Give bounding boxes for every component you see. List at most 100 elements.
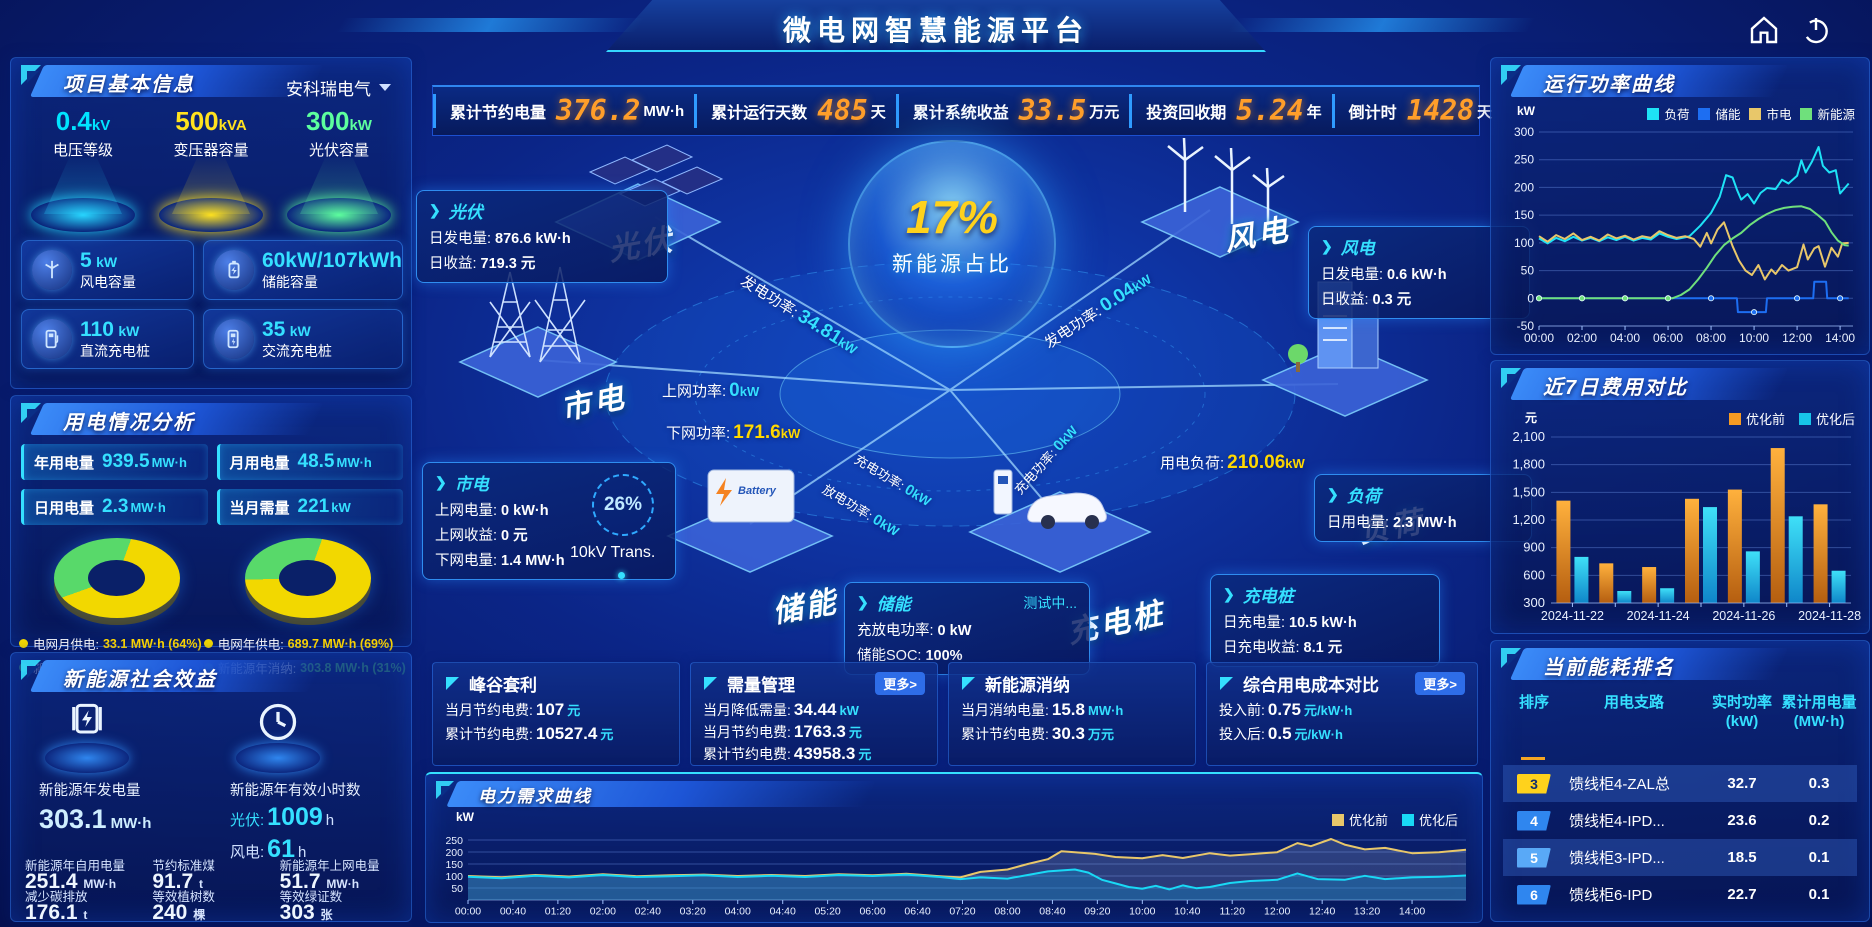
stat-label: 累计运行天数	[711, 105, 808, 122]
panel-title: 近7日费用对比	[1543, 377, 1689, 399]
cost-bar-chart: 300 600 900 1,200 1,500 1,800 2,100 2024-11-22 2…	[1499, 429, 1861, 625]
panel-title: 电力需求曲线	[478, 787, 592, 806]
pv-capacity-stat: 300kW 光伏容量	[278, 106, 400, 234]
panel-corner-icon	[1501, 648, 1521, 668]
card-row: 充放电功率: 0 kW	[857, 623, 972, 639]
demand-chart: 50 100 150 200 250 00:00 00:40 01:20 02:00 02:40 0…	[434, 824, 1474, 918]
legend-swatch	[1798, 412, 1811, 425]
cone-label: 光伏容量	[308, 142, 369, 159]
mini-unit: MW·h	[83, 877, 117, 891]
card-unit: kW	[289, 322, 311, 339]
mini-value: 91.7	[152, 870, 194, 893]
svg-text:200: 200	[445, 847, 463, 859]
cone-label: 电压等级	[52, 142, 113, 159]
card-row: 日充电收益: 8.1 元	[1223, 640, 1343, 656]
cone-value: 500	[175, 106, 219, 136]
chart-legend: 优化前 优化后	[1331, 810, 1458, 829]
wind-turbine-icon	[32, 250, 72, 290]
svg-text:00:00: 00:00	[1524, 331, 1554, 345]
more-button[interactable]: 更多>	[875, 672, 925, 695]
mini-unit: 张	[320, 908, 333, 922]
svg-text:08:00: 08:00	[994, 906, 1020, 917]
strategy-row: 当月消纳电量: 15.8 MW·h	[961, 700, 1124, 719]
power-icon	[1804, 18, 1828, 44]
svg-text:200: 200	[1514, 180, 1534, 194]
storage-node-art: Battery	[666, 469, 834, 573]
ac-charger-card: 35 kW 交流充电桩	[202, 309, 403, 369]
panel-corner-icon	[21, 65, 41, 85]
legend-item: 优化后	[1798, 409, 1855, 428]
card-row: 日充电量: 10.5 kW·h	[1223, 615, 1357, 631]
strategy-row: 累计节约电费: 30.3 万元	[961, 724, 1114, 743]
svg-text:300: 300	[1514, 125, 1534, 139]
ranking-row[interactable]: 5 馈线柜3-IPD... 18.5 0.1	[1503, 839, 1857, 876]
mini-value: 240	[152, 901, 188, 924]
svg-text:12:00: 12:00	[1264, 906, 1290, 917]
realtime-power: 18.5	[1727, 849, 1757, 866]
svg-text:06:40: 06:40	[904, 906, 930, 917]
branch-name: 馈线柜6-IPD	[1569, 887, 1653, 904]
mini-label: 等效植树数	[152, 890, 215, 904]
stat-value: 1428	[1406, 94, 1475, 127]
mini-unit: t	[199, 877, 204, 891]
row-unit: h	[325, 812, 335, 829]
legend-swatch	[1331, 813, 1344, 826]
ranking-row[interactable]: 4 馈线柜4-IPD... 23.6 0.2	[1503, 802, 1857, 839]
panel-header: 新能源社会效益	[17, 658, 405, 696]
benefit-top: 新能源年发电量 303.1 MW·h 新能源年有效小时数 光伏: 1009 h 风电:…	[21, 699, 403, 864]
voltage-level-stat: 0.4kV 电压等级	[22, 106, 144, 234]
svg-text:11:20: 11:20	[1219, 906, 1245, 917]
cone-pedestal	[159, 198, 263, 232]
cone-unit: kV	[91, 117, 111, 134]
app-header: 微电网智慧能源平台	[0, 0, 1872, 56]
center-orb: 17% 新能源占比	[848, 140, 1056, 348]
stat-payback-period: 投资回收期 5.24 年	[1129, 94, 1331, 128]
legend-item: 优化前	[1728, 409, 1785, 428]
stat-label: 累计系统收益	[912, 105, 1009, 122]
strategy-row: 当月节约电费: 107 元	[445, 700, 581, 719]
panel-corner-icon	[446, 676, 459, 690]
benefit-unit: MW·h	[110, 815, 152, 832]
legend-swatch	[1647, 107, 1660, 120]
stat-label: 月用电量	[229, 454, 290, 472]
svg-text:300: 300	[1523, 595, 1545, 610]
svg-text:Battery: Battery	[738, 485, 777, 497]
card-title: 储能	[876, 595, 911, 614]
legend-swatch	[1800, 107, 1813, 120]
transformer-capacity-stat: 500kVA 变压器容量	[150, 106, 272, 234]
stat-value: 376.2	[556, 94, 641, 127]
svg-text:12:40: 12:40	[1309, 906, 1335, 917]
total-energy: 0.3	[1808, 775, 1830, 792]
wind-node-art	[1140, 137, 1300, 258]
storage-capacity-card: 60kW/107kWh 储能容量	[202, 240, 403, 300]
branch-name: 馈线柜4-ZAL总	[1569, 776, 1670, 793]
svg-text:50: 50	[451, 883, 463, 895]
wind-hours-row: 风电: 61 h	[230, 835, 403, 864]
row-unit: h	[297, 844, 307, 861]
ranking-row[interactable]: 3 馈线柜4-ZAL总 32.7 0.3	[1503, 765, 1857, 802]
ranking-row[interactable]: 6 馈线柜6-IPD 22.7 0.1	[1503, 876, 1857, 913]
power-button[interactable]	[1800, 14, 1832, 46]
benefit-value: 303.1	[39, 804, 107, 834]
company-select[interactable]: 安科瑞电气	[286, 75, 391, 100]
legend-dot	[203, 639, 213, 648]
dc-charger-card: 110 kW 直流充电桩	[21, 309, 194, 369]
branch-name: 馈线柜3-IPD...	[1569, 850, 1665, 867]
card-row: 日收益: 719.3 元	[429, 256, 536, 272]
arrow-icon: ❯	[1321, 238, 1333, 254]
svg-text:06:00: 06:00	[859, 906, 885, 917]
cone-pedestal	[287, 198, 391, 232]
panel-title: 运行功率曲线	[1543, 74, 1675, 96]
card-label: 储能容量	[261, 273, 318, 290]
home-button[interactable]	[1748, 14, 1780, 46]
col-rank: 排序	[1518, 694, 1549, 711]
arrow-icon: ❯	[1223, 586, 1235, 602]
green-cert-item: 等效绿证数 303 张	[280, 890, 403, 923]
more-button[interactable]: 更多>	[1415, 672, 1465, 695]
svg-text:-50: -50	[1517, 319, 1535, 333]
svg-text:13:20: 13:20	[1354, 906, 1380, 917]
svg-text:10:00: 10:00	[1129, 906, 1155, 917]
mini-value: 251.4	[25, 870, 78, 893]
strategy-title: 新能源消纳	[985, 676, 1070, 695]
card-unit: kW	[96, 253, 118, 270]
